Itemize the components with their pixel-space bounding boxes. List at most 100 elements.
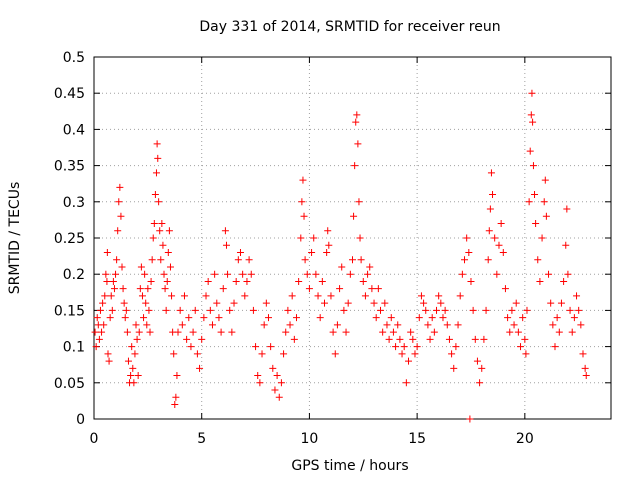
data-point (364, 270, 372, 278)
data-point (286, 321, 294, 329)
y-tick-label: 0.5 (63, 50, 85, 66)
data-point (510, 321, 518, 329)
data-point (153, 140, 161, 148)
data-point (176, 306, 184, 314)
data-point (534, 256, 542, 264)
data-point (310, 234, 318, 242)
data-point (275, 393, 283, 401)
data-point (566, 306, 574, 314)
data-point (147, 277, 155, 285)
data-point (191, 306, 199, 314)
data-point (450, 364, 458, 372)
data-point (387, 314, 395, 322)
y-tick-label: 0.4 (63, 122, 85, 138)
data-point (100, 321, 108, 329)
data-point (333, 321, 341, 329)
data-point (160, 270, 168, 278)
data-point (424, 321, 432, 329)
data-point (487, 169, 495, 177)
data-point (301, 256, 309, 264)
data-point (314, 292, 322, 300)
data-point (357, 256, 365, 264)
data-point (300, 212, 308, 220)
data-point (297, 234, 305, 242)
data-point (99, 299, 107, 307)
data-point (226, 306, 234, 314)
data-point (486, 205, 494, 213)
data-point (471, 335, 479, 343)
data-point (568, 328, 576, 336)
data-point (211, 270, 219, 278)
data-point (582, 372, 590, 380)
data-point (91, 328, 99, 336)
data-point (303, 270, 311, 278)
data-point (352, 118, 360, 126)
data-point (525, 198, 533, 206)
data-point (264, 314, 272, 322)
data-point (349, 256, 356, 264)
data-point (570, 314, 578, 322)
data-point (549, 321, 557, 329)
data-point (254, 372, 262, 380)
data-point (131, 350, 139, 358)
data-point (327, 292, 335, 300)
y-tick-label: 0.35 (54, 159, 85, 175)
y-tick-label: 0.45 (54, 86, 85, 102)
data-point (292, 314, 300, 322)
y-tick-label: 0.1 (63, 340, 85, 356)
data-point (187, 343, 195, 351)
data-point (489, 191, 497, 199)
data-point (366, 263, 374, 271)
data-point (359, 277, 367, 285)
data-point (249, 306, 257, 314)
plot-frame (93, 56, 612, 420)
data-point (448, 350, 456, 358)
data-point (165, 227, 173, 235)
data-point (411, 350, 419, 358)
data-point (320, 299, 328, 307)
data-point (151, 191, 159, 199)
data-point (118, 263, 126, 271)
y-tick-label: 0.2 (63, 267, 85, 283)
data-point (563, 205, 571, 213)
y-tick-label: 0.05 (54, 376, 85, 392)
data-point (198, 335, 206, 343)
data-point (312, 270, 320, 278)
data-point (354, 140, 362, 148)
y-tick-label: 0.15 (54, 303, 85, 319)
data-point (318, 277, 326, 285)
data-point (560, 277, 568, 285)
data-point (149, 234, 157, 242)
data-point (112, 270, 120, 278)
data-point (157, 256, 165, 264)
data-point (506, 328, 514, 336)
data-point (174, 328, 182, 336)
data-point (573, 292, 581, 300)
data-point (133, 335, 141, 343)
data-point (532, 220, 540, 228)
data-point (119, 285, 127, 293)
data-point (482, 306, 490, 314)
data-point (379, 328, 387, 336)
data-point (143, 321, 151, 329)
data-point (344, 299, 352, 307)
data-point (529, 118, 537, 126)
data-point (461, 256, 469, 264)
data-point (577, 321, 585, 329)
data-point (146, 328, 154, 336)
data-point (551, 343, 559, 351)
data-point (316, 314, 324, 322)
data-point (531, 191, 539, 199)
data-point (159, 241, 167, 249)
data-point (508, 306, 516, 314)
data-point (109, 277, 117, 285)
data-point (152, 169, 160, 177)
data-point (183, 335, 191, 343)
data-point (420, 299, 428, 307)
data-point (536, 277, 544, 285)
data-point (189, 328, 197, 336)
data-point (206, 306, 214, 314)
data-point (527, 111, 535, 119)
data-point (170, 350, 178, 358)
data-point (299, 176, 307, 184)
